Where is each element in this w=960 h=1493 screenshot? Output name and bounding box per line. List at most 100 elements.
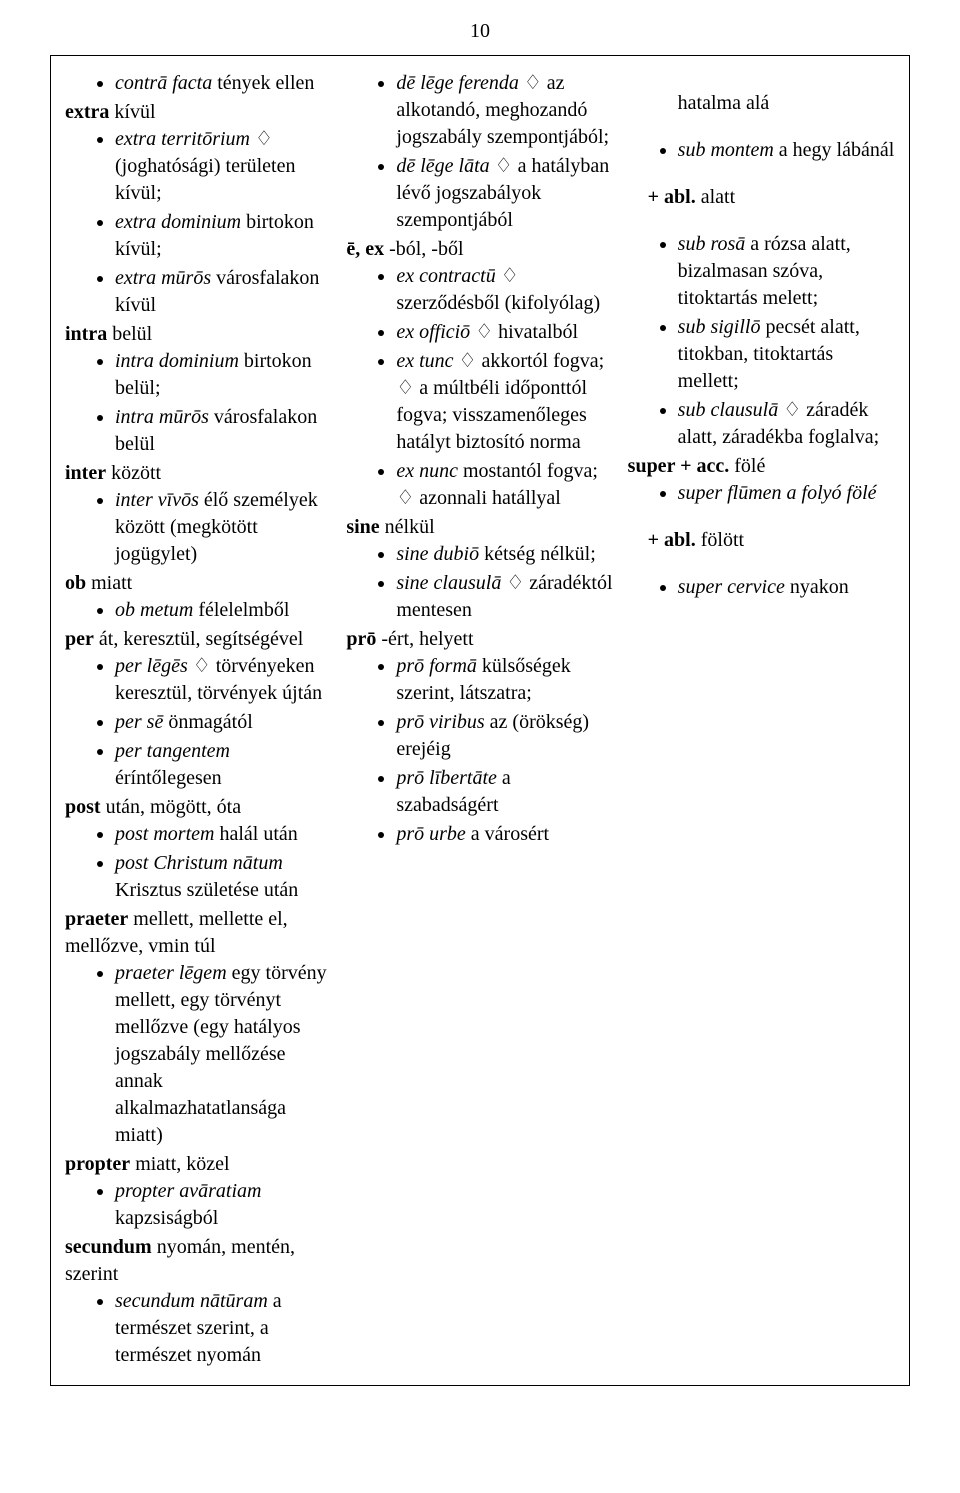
def: kívül [109,101,155,123]
term: prō viribus [396,711,484,733]
list-item: intra mūrōs városfalakon belül [115,404,332,458]
list-item: prō formā külsőségek szerint, látszatra; [396,653,613,707]
list-item: post Christum nātum Krisztus születése u… [115,850,332,904]
def: Krisztus születése után [115,879,298,901]
def: alatt [696,186,735,208]
list-item: sine dubiō kétség nélkül; [396,541,613,568]
heading-propter: propter miatt, közel [65,1151,332,1178]
heading-post: post után, mögött, óta [65,794,332,821]
def: -ért, helyett [376,628,473,650]
term: dē lēge lāta [396,155,489,177]
list-item: inter vīvōs élő személyek között (megköt… [115,487,332,568]
list-item: praeter lēgem egy törvény mellett, egy t… [115,960,332,1149]
term: sub rosā [678,233,746,255]
list-item: extra dominium birtokon kívül; [115,209,332,263]
term: sub sigillō [678,316,761,338]
list-item: ex contractū ♢ szerződésből (kifolyólag) [396,263,613,317]
def: a városért [466,823,549,845]
term: extra dominium [115,211,241,233]
plus-abl: + abl. alatt [628,184,895,211]
def: fölé [729,455,765,477]
list-item: contrā facta tények ellen [115,70,332,97]
heading-secundum: secundum nyomán, mentén, szerint [65,1234,332,1288]
list-item: dē lēge lāta ♢ a hatályban lévő jogszabá… [396,153,613,234]
term: intra mūrōs [115,406,209,428]
term: prō urbe [396,823,465,845]
heading-pro: prō -ért, helyett [346,626,613,653]
list-item: ex nunc mostantól fogva; ♢ azonnali hatá… [396,458,613,512]
term: secundum nātūram [115,1290,268,1312]
page-number: 10 [50,20,910,43]
term: prō lībertāte [396,767,497,789]
def: miatt [86,572,132,594]
def: miatt, közel [130,1153,229,1175]
def: át, keresztül, segítségével [94,628,303,650]
list-item: per lēgēs ♢ törvényeken keresztül, törvé… [115,653,332,707]
list-item: extra mūrōs városfalakon kívül [115,265,332,319]
term: ob metum [115,599,193,621]
term: propter [65,1153,130,1175]
def: egy törvény mellett, egy törvényt mellőz… [115,962,327,1146]
list-item: propter avāratiam kapzsiságból [115,1178,332,1232]
list-item: per tangentem éríntőlegesen [115,738,332,792]
term: super flūmen [678,482,782,504]
def: fölött [696,529,744,551]
heading-sine: sine nélkül [346,514,613,541]
heading-per: per át, keresztül, segítségével [65,626,332,653]
def: halál után [214,823,297,845]
term: per lēgēs [115,655,188,677]
term: ob [65,572,86,594]
term: + abl. [648,186,696,208]
heading-ob: ob miatt [65,570,332,597]
column-2: dē lēge ferenda ♢ az alkotandó, meghozan… [346,70,613,1371]
term: inter [65,462,106,484]
list-item: sine clausulā ♢ záradéktól mentesen [396,570,613,624]
list-item: sub rosā a rózsa alatt, bizalmasan szóva… [678,231,895,312]
term: post [65,796,101,818]
term: praeter lēgem [115,962,227,984]
term: ex contractū [396,265,495,287]
term: propter avāratiam [115,1180,261,1202]
list-item: sub clausulā ♢ záradék alatt, záradékba … [678,397,895,451]
term: extra [65,101,109,123]
term: ex nunc [396,460,458,482]
list-item: sub sigillō pecsét alatt, titokban, tito… [678,314,895,395]
term: per tangentem [115,740,230,762]
list-item: sub montem a hegy lábánál [678,137,895,164]
heading-inter: inter között [65,460,332,487]
list-item: prō viribus az (örökség) erejéig [396,709,613,763]
heading-praeter: praeter mellett, mellette el, mellőzve, … [65,906,332,960]
def: nyakon [785,576,849,598]
list-item: ex officiō ♢ hivatalból [396,319,613,346]
term: extra territōrium [115,128,250,150]
term: intra [65,323,107,345]
term: sine [346,516,379,538]
def: nélkül [380,516,435,538]
term: contrā facta [115,72,212,94]
term: intra dominium [115,350,239,372]
def: a folyó fölé [782,482,877,504]
term: dē lēge ferenda [396,72,519,94]
def: kapzsiságból [115,1207,218,1229]
list-item: post mortem halál után [115,821,332,848]
def: a hegy lábánál [774,139,895,161]
term: ex officiō [396,321,470,343]
def: kétség nélkül; [479,543,596,565]
heading-eex: ē, ex -ból, -ből [346,236,613,263]
def: után, mögött, óta [101,796,242,818]
term: sine dubiō [396,543,479,565]
plus-abl-2: + abl. fölött [628,527,895,554]
def: ♢ hivatalból [470,321,578,343]
list-item: ex tunc ♢ akkortól fogva; ♢ a múltbéli i… [396,348,613,456]
column-3: hatalma alá sub montem a hegy lábánál + … [628,70,895,1371]
term: + abl. [648,529,696,551]
list-item: extra territōrium ♢ (joghatósági) terüle… [115,126,332,207]
list-item: per sē önmagától [115,709,332,736]
list-item: super cervice nyakon [678,574,895,601]
term: sub montem [678,139,774,161]
term: ex tunc [396,350,453,372]
term: extra mūrōs [115,267,211,289]
continuation: hatalma alá [678,90,895,117]
term: per [65,628,94,650]
list-item: prō urbe a városért [396,821,613,848]
